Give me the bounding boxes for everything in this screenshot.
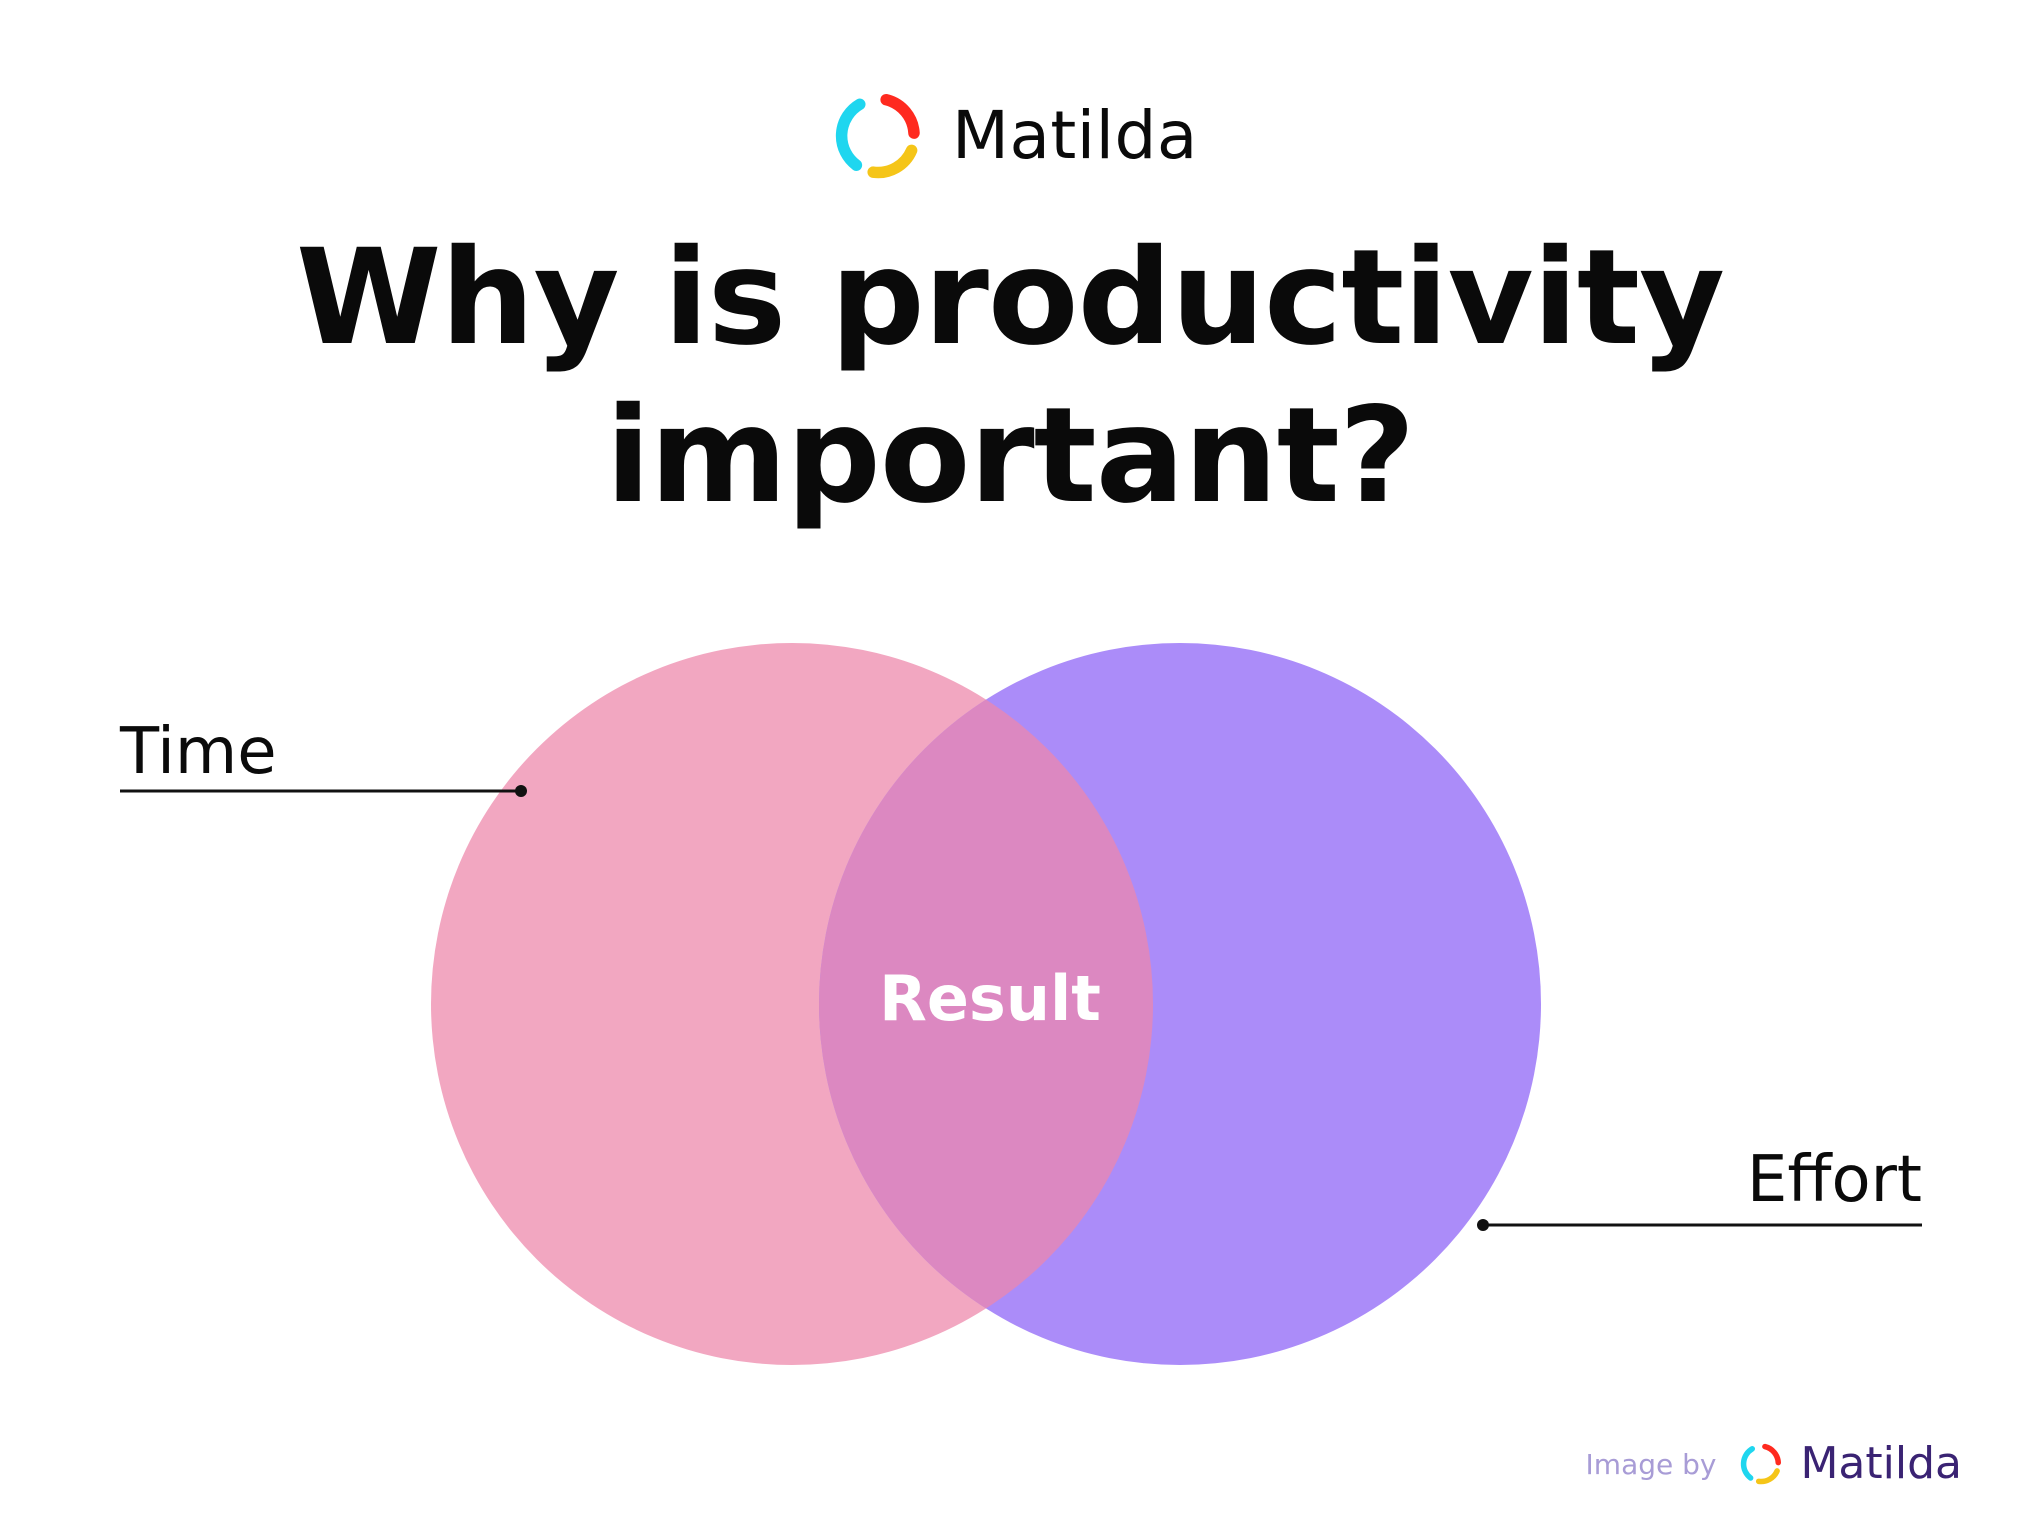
brand-name: Matilda [952, 97, 1198, 174]
page-title-line-1: Why is productivity [295, 221, 1725, 375]
venn-label-effort: Effort [1746, 1143, 1922, 1217]
time-leader-dot [515, 785, 527, 797]
page-title-line-2: important? [605, 379, 1416, 533]
venn-label-result: Result [879, 962, 1101, 1035]
image-credit: Image by Matilda [1586, 1434, 1962, 1494]
logo-arc-cyan [835, 98, 866, 171]
effort-leader-dot [1477, 1219, 1489, 1231]
credit-prefix: Image by [1585, 1447, 1717, 1481]
logo-arc-yellow [867, 144, 918, 179]
matilda-logo-icon [835, 93, 920, 179]
venn-intersection [819, 643, 1153, 1365]
brand-logo: Matilda [830, 88, 1198, 184]
venn-label-time: Time [120, 715, 277, 789]
credit-brand-name: Matilda [1800, 1438, 1962, 1489]
logo-arc-red [880, 93, 920, 139]
matilda-small-logo-icon [1741, 1443, 1782, 1485]
